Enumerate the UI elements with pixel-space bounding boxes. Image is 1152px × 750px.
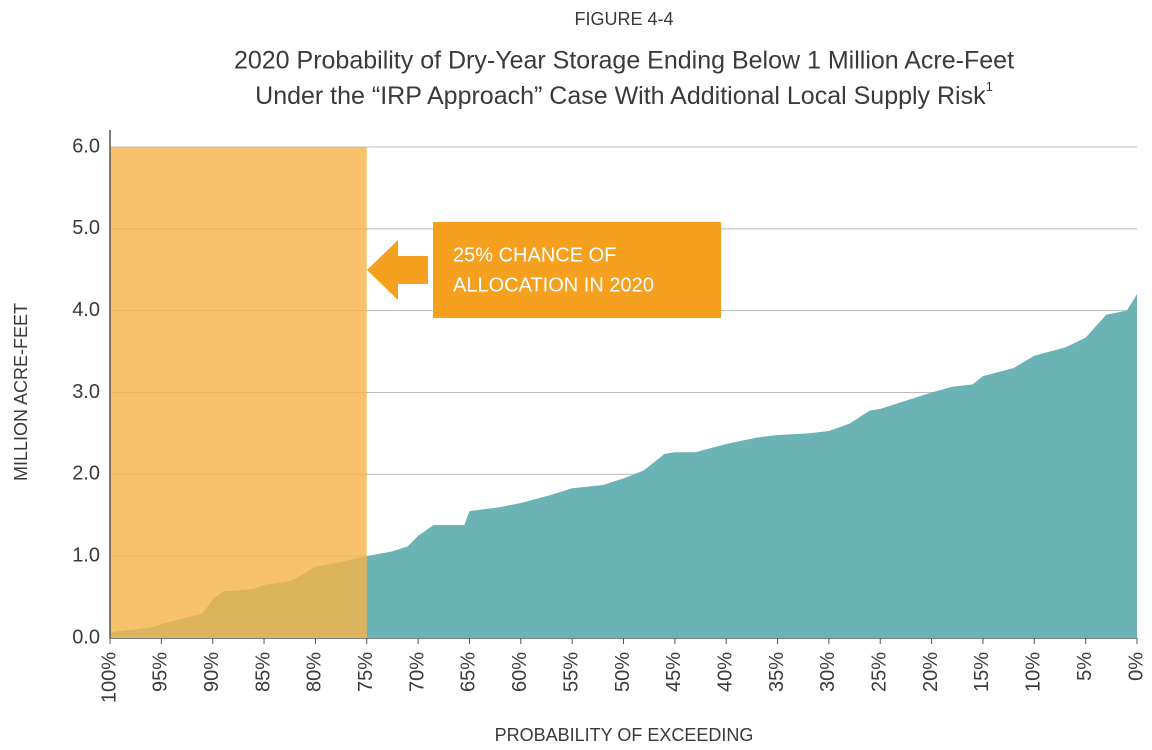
callout-text: ALLOCATION IN 2020 [453,274,654,296]
x-tick-label: 45% [663,652,685,692]
x-tick-label: 40% [714,652,736,692]
x-tick-label: 70% [406,652,428,692]
x-tick-label: 15% [971,652,993,692]
y-tick-label: 4.0 [72,299,100,321]
x-tick-label: 5% [1074,652,1096,681]
y-tick-label: 2.0 [72,463,100,485]
x-tick-label: 35% [766,652,788,692]
x-tick-label: 65% [458,652,480,692]
x-tick-label: 85% [252,652,274,692]
x-tick-label: 30% [817,652,839,692]
callout-box [433,222,721,318]
x-tick-label: 75% [355,652,377,692]
y-tick-label: 1.0 [72,544,100,566]
x-tick-label: 25% [869,652,891,692]
highlight-band [110,147,367,638]
callout-arrow [367,240,428,300]
x-tick-label: 20% [920,652,942,692]
area [110,294,1137,638]
x-axis-label: PROBABILITY OF EXCEEDING [495,725,754,745]
callout-text: 25% CHANCE OF [453,244,616,266]
x-tick-label: 60% [509,652,531,692]
x-tick-label: 100% [98,652,120,703]
title-line: Under the “IRP Approach” Case With Addit… [255,82,986,110]
chart-title: Under the “IRP Approach” Case With Addit… [255,79,993,109]
x-tick-label: 90% [201,652,223,692]
x-tick-label: 0% [1125,652,1147,681]
y-axis-label: MILLION ACRE-FEET [11,303,31,481]
x-tick-label: 95% [150,652,172,692]
y-tick-label: 0.0 [72,626,100,648]
supertitle: FIGURE 4-4 [574,9,673,29]
x-tick-label: 80% [304,652,326,692]
x-tick-label: 50% [612,652,634,692]
y-tick-label: 6.0 [72,135,100,157]
chart-title: 2020 Probability of Dry-Year Storage End… [234,47,1014,75]
y-tick-label: 5.0 [72,217,100,239]
x-tick-label: 55% [560,652,582,692]
x-tick-label: 10% [1023,652,1045,692]
footnote-mark: 1 [986,79,993,94]
y-tick-label: 3.0 [72,381,100,403]
